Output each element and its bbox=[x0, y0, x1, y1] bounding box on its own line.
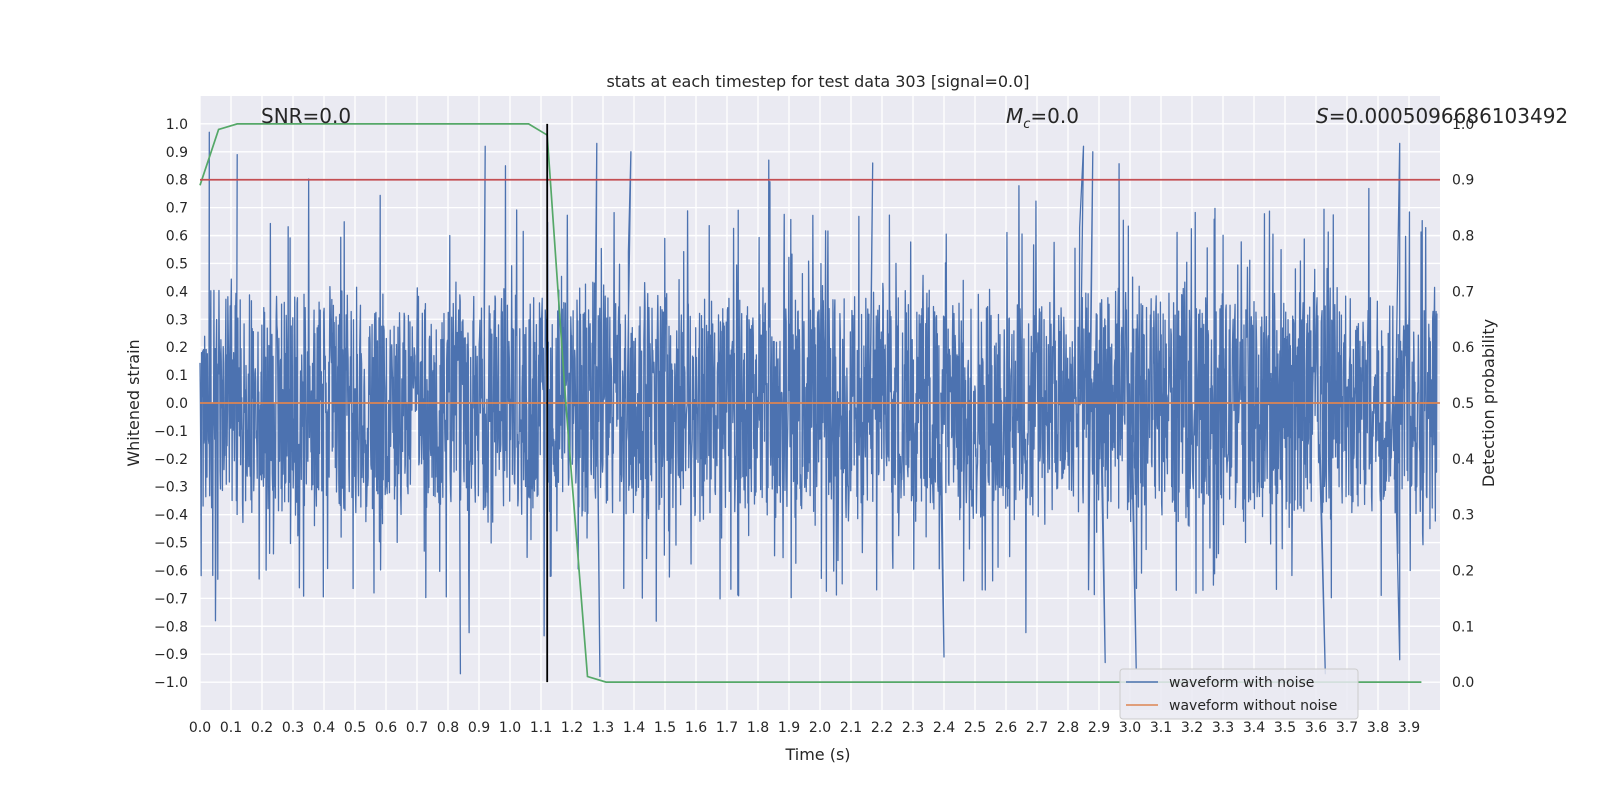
legend-label-noise: waveform with noise bbox=[1169, 675, 1314, 691]
y-tick-label: −0.7 bbox=[154, 591, 188, 607]
x-tick-label: 1.9 bbox=[778, 720, 800, 736]
series-detection-probability bbox=[199, 123, 1422, 683]
y-tick-label: −0.3 bbox=[154, 480, 188, 496]
y-tick-label: 0.5 bbox=[166, 256, 188, 272]
x-tick-label: 2.1 bbox=[840, 720, 862, 736]
x-tick-label: 3.1 bbox=[1150, 720, 1172, 736]
y-tick-label: 0.1 bbox=[166, 368, 188, 384]
x-tick-label: 3.8 bbox=[1367, 720, 1389, 736]
y2-tick-label: 0.3 bbox=[1452, 508, 1474, 524]
data-traces bbox=[199, 123, 1440, 683]
x-axis-label: Time (s) bbox=[784, 745, 850, 764]
legend-label-clean: waveform without noise bbox=[1169, 698, 1337, 714]
x-tick-label: 1.8 bbox=[747, 720, 769, 736]
x-tick-label: 0.0 bbox=[189, 720, 211, 736]
x-tick-label: 0.6 bbox=[375, 720, 397, 736]
x-tick-label: 1.5 bbox=[654, 720, 676, 736]
x-tick-label: 1.7 bbox=[716, 720, 738, 736]
y2-tick-label: 0.4 bbox=[1452, 452, 1474, 468]
y-tick-label: −0.6 bbox=[154, 563, 188, 579]
y2-tick-labels: 1.0 0.9 0.8 0.7 0.6 0.5 0.4 0.3 0.2 0.1 0.0 bbox=[1452, 117, 1474, 691]
x-tick-label: 3.4 bbox=[1243, 720, 1265, 736]
mc-value: =0.0 bbox=[1030, 104, 1079, 128]
y-tick-labels: 1.0 0.9 0.8 0.7 0.6 0.5 0.4 0.3 0.2 0.1 0.0 −0.1 −0.… bbox=[154, 117, 188, 691]
x-tick-labels: 0.0 0.1 0.2 0.3 0.4 0.5 0.6 0.7 0.8 0.9 1.0 1.1 1.2 1… bbox=[189, 720, 1420, 736]
y-tick-label: 0.7 bbox=[166, 201, 188, 217]
s-symbol: S bbox=[1316, 104, 1329, 128]
y2-tick-label: 0.0 bbox=[1452, 675, 1474, 691]
x-tick-label: 0.7 bbox=[406, 720, 428, 736]
y2-tick-label: 0.5 bbox=[1452, 396, 1474, 412]
y-axis-label: Whitened strain bbox=[124, 339, 143, 466]
x-tick-label: 0.4 bbox=[313, 720, 335, 736]
mc-symbol: M bbox=[1006, 104, 1023, 128]
y-tick-label: 0.3 bbox=[166, 312, 188, 328]
y2-tick-label: 0.7 bbox=[1452, 284, 1474, 300]
x-tick-label: 1.0 bbox=[499, 720, 521, 736]
y2-tick-label: 0.2 bbox=[1452, 563, 1474, 579]
x-tick-label: 1.6 bbox=[685, 720, 707, 736]
y2-tick-label: 0.8 bbox=[1452, 229, 1474, 245]
mc-annotation: Mc=0.0 bbox=[1006, 104, 1079, 132]
y-tick-label: −0.2 bbox=[154, 452, 188, 468]
y-tick-label: 0.8 bbox=[166, 173, 188, 189]
x-tick-label: 0.5 bbox=[344, 720, 366, 736]
y-tick-label: −0.4 bbox=[154, 508, 188, 524]
x-tick-label: 0.3 bbox=[282, 720, 304, 736]
x-tick-label: 2.9 bbox=[1088, 720, 1110, 736]
y-tick-label: 0.0 bbox=[166, 396, 188, 412]
y-tick-label: −0.5 bbox=[154, 536, 188, 552]
x-tick-label: 2.3 bbox=[902, 720, 924, 736]
y2-tick-label: 0.6 bbox=[1452, 340, 1474, 356]
x-tick-label: 3.6 bbox=[1305, 720, 1327, 736]
legend: waveform with noise waveform without noi… bbox=[1119, 668, 1359, 720]
y2-tick-label: 1.0 bbox=[1452, 117, 1474, 133]
x-tick-label: 2.2 bbox=[871, 720, 893, 736]
mc-subscript: c bbox=[1023, 117, 1030, 132]
x-tick-label: 0.8 bbox=[437, 720, 459, 736]
y-tick-label: 1.0 bbox=[166, 117, 188, 133]
x-tick-label: 2.5 bbox=[964, 720, 986, 736]
x-tick-label: 2.6 bbox=[995, 720, 1017, 736]
x-tick-label: 3.9 bbox=[1398, 720, 1420, 736]
x-tick-label: 3.2 bbox=[1181, 720, 1203, 736]
x-tick-label: 2.7 bbox=[1026, 720, 1048, 736]
x-tick-label: 3.0 bbox=[1119, 720, 1141, 736]
x-tick-label: 3.7 bbox=[1336, 720, 1358, 736]
s-annotation: S=0.0005096686103492 bbox=[1316, 104, 1568, 128]
y2-tick-label: 0.9 bbox=[1452, 173, 1474, 189]
legend-box bbox=[1119, 668, 1359, 720]
x-tick-label: 2.0 bbox=[809, 720, 831, 736]
x-tick-label: 1.2 bbox=[561, 720, 583, 736]
y-tick-label: −0.9 bbox=[154, 647, 188, 663]
snr-annotation: SNR=0.0 bbox=[261, 104, 351, 128]
y-tick-label: 0.9 bbox=[166, 145, 188, 161]
chart-title: stats at each timestep for test data 303… bbox=[606, 72, 1029, 91]
x-tick-label: 1.3 bbox=[592, 720, 614, 736]
y-tick-label: 0.4 bbox=[166, 284, 188, 300]
y2-tick-label: 0.1 bbox=[1452, 619, 1474, 635]
y-tick-label: −0.8 bbox=[154, 619, 188, 635]
x-tick-label: 0.1 bbox=[220, 720, 242, 736]
x-tick-label: 2.4 bbox=[933, 720, 955, 736]
x-tick-label: 3.5 bbox=[1274, 720, 1296, 736]
x-tick-label: 1.1 bbox=[530, 720, 552, 736]
x-tick-label: 0.9 bbox=[468, 720, 490, 736]
s-value: =0.0005096686103492 bbox=[1329, 104, 1568, 128]
y2-axis-label: Detection probability bbox=[1479, 319, 1498, 487]
y-tick-label: 0.6 bbox=[166, 229, 188, 245]
y-tick-label: −1.0 bbox=[154, 675, 188, 691]
x-tick-label: 1.4 bbox=[623, 720, 645, 736]
y-tick-label: −0.1 bbox=[154, 424, 188, 440]
series-waveform-with-noise bbox=[199, 131, 1438, 678]
y-tick-label: 0.2 bbox=[166, 340, 188, 356]
x-tick-label: 3.3 bbox=[1212, 720, 1234, 736]
x-tick-label: 0.2 bbox=[251, 720, 273, 736]
x-tick-label: 2.8 bbox=[1057, 720, 1079, 736]
